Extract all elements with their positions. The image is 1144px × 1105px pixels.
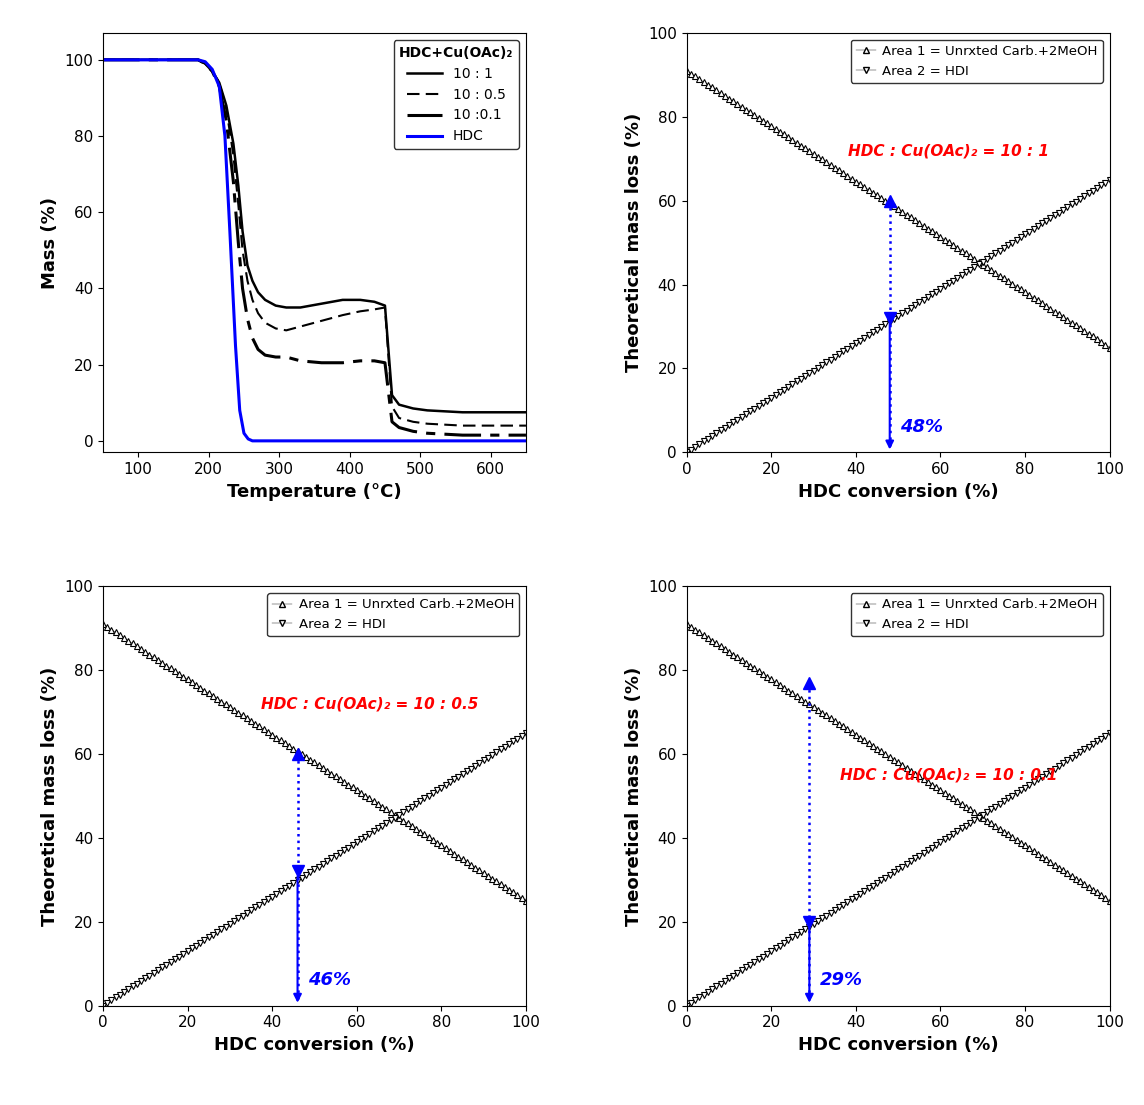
- X-axis label: Temperature (°C): Temperature (°C): [228, 483, 402, 501]
- Y-axis label: Theoretical mass loss (%): Theoretical mass loss (%): [625, 666, 643, 926]
- X-axis label: HDC conversion (%): HDC conversion (%): [214, 1035, 415, 1054]
- Legend: Area 1 = Unrxted Carb.+2MeOH, Area 2 = HDI: Area 1 = Unrxted Carb.+2MeOH, Area 2 = H…: [851, 40, 1103, 83]
- Text: 29%: 29%: [820, 971, 863, 989]
- Text: 46%: 46%: [308, 971, 351, 989]
- X-axis label: HDC conversion (%): HDC conversion (%): [797, 483, 999, 501]
- Legend: Area 1 = Unrxted Carb.+2MeOH, Area 2 = HDI: Area 1 = Unrxted Carb.+2MeOH, Area 2 = H…: [851, 593, 1103, 636]
- Text: HDC : Cu(OAc)₂ = 10 : 0.1: HDC : Cu(OAc)₂ = 10 : 0.1: [840, 768, 1058, 782]
- X-axis label: HDC conversion (%): HDC conversion (%): [797, 1035, 999, 1054]
- Legend: 10 : 1, 10 : 0.5, 10 :0.1, HDC: 10 : 1, 10 : 0.5, 10 :0.1, HDC: [394, 40, 519, 149]
- Legend: Area 1 = Unrxted Carb.+2MeOH, Area 2 = HDI: Area 1 = Unrxted Carb.+2MeOH, Area 2 = H…: [267, 593, 519, 636]
- Text: HDC : Cu(OAc)₂ = 10 : 0.5: HDC : Cu(OAc)₂ = 10 : 0.5: [261, 696, 478, 712]
- Y-axis label: Theoretical mass loss (%): Theoretical mass loss (%): [41, 666, 58, 926]
- Text: 48%: 48%: [900, 418, 944, 435]
- Y-axis label: Mass (%): Mass (%): [41, 197, 58, 288]
- Text: HDC : Cu(OAc)₂ = 10 : 1: HDC : Cu(OAc)₂ = 10 : 1: [849, 143, 1049, 158]
- Y-axis label: Theoretical mass loss (%): Theoretical mass loss (%): [625, 113, 643, 372]
